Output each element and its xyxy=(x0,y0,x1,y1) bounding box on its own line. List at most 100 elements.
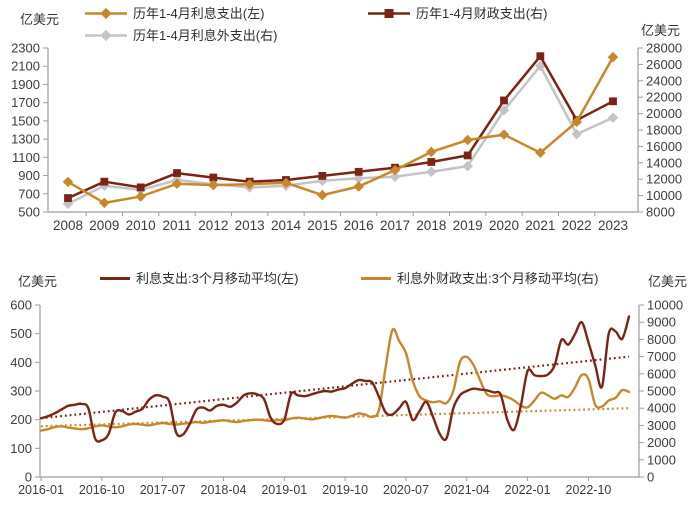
diamond-marker-icon xyxy=(571,128,582,140)
legend-item-ex-interest-3mma: 利息外财政支出:3个月移动平均(右) xyxy=(360,271,599,286)
bottom-right-axis-unit: 亿美元 xyxy=(648,274,688,289)
bottom-left-axis-unit: 亿美元 xyxy=(18,274,58,289)
svg-text:1900: 1900 xyxy=(11,77,40,92)
svg-text:2018: 2018 xyxy=(416,218,446,233)
svg-text:7000: 7000 xyxy=(647,349,676,364)
svg-text:2020: 2020 xyxy=(489,218,519,233)
diamond-marker-icon xyxy=(607,112,619,123)
svg-text:26000: 26000 xyxy=(646,57,682,72)
legend-item-interest-expense: 历年1-4月利息支出(左) xyxy=(84,6,264,21)
diamond-marker-icon xyxy=(135,191,146,202)
square-marker-icon xyxy=(463,151,472,160)
svg-text:2009: 2009 xyxy=(89,218,119,233)
svg-text:2014: 2014 xyxy=(271,218,302,233)
diamond-marker-icon xyxy=(462,134,473,146)
svg-text:1000: 1000 xyxy=(647,452,676,467)
line-diamond-marker-icon xyxy=(85,7,127,20)
svg-text:900: 900 xyxy=(18,168,40,183)
svg-text:400: 400 xyxy=(10,355,32,370)
svg-text:2015: 2015 xyxy=(307,218,337,233)
svg-text:2016-01: 2016-01 xyxy=(18,483,64,497)
svg-text:100: 100 xyxy=(10,441,32,456)
svg-text:2017: 2017 xyxy=(380,218,410,233)
legend-item-fiscal-expense: 历年1-4月财政支出(右) xyxy=(367,6,547,21)
legend-item-interest-3mma: 利息支出:3个月移动平均(左) xyxy=(99,271,299,286)
svg-text:2020-07: 2020-07 xyxy=(383,483,429,497)
line-diamond-marker-icon xyxy=(85,29,127,42)
svg-text:0: 0 xyxy=(25,470,32,485)
square-marker-icon xyxy=(318,172,327,180)
series-line xyxy=(39,315,631,443)
diamond-marker-icon xyxy=(62,176,74,188)
diamond-marker-icon xyxy=(498,105,510,116)
square-marker-icon xyxy=(100,177,109,186)
svg-text:24000: 24000 xyxy=(646,73,682,88)
diamond-marker-icon xyxy=(571,116,582,128)
diamond-marker-icon xyxy=(244,178,255,190)
svg-text:12000: 12000 xyxy=(646,172,682,187)
top-left-axis-unit: 亿美元 xyxy=(20,12,60,27)
svg-text:10000: 10000 xyxy=(647,298,683,313)
series-line xyxy=(67,56,615,205)
svg-text:1300: 1300 xyxy=(11,132,40,147)
svg-text:2022: 2022 xyxy=(562,218,592,233)
svg-text:2011: 2011 xyxy=(162,218,191,233)
square-marker-icon xyxy=(136,183,145,192)
svg-text:300: 300 xyxy=(10,384,32,399)
square-marker-icon xyxy=(536,52,545,61)
line-marker-icon xyxy=(100,277,130,280)
bottom-chart: 0100200300400500600010002000300040005000… xyxy=(10,298,683,498)
square-marker-icon xyxy=(173,169,181,177)
svg-text:700: 700 xyxy=(18,186,40,201)
svg-text:14000: 14000 xyxy=(646,155,682,170)
square-marker-icon xyxy=(427,158,436,166)
diamond-marker-icon xyxy=(426,146,437,158)
legend-item-ex-interest-expense: 历年1-4月利息外支出(右) xyxy=(84,28,277,43)
series-line xyxy=(67,64,614,205)
svg-text:2300: 2300 xyxy=(11,41,40,56)
svg-text:1700: 1700 xyxy=(11,95,40,110)
svg-text:8000: 8000 xyxy=(646,205,675,220)
line-marker-icon xyxy=(361,277,391,280)
diamond-marker-icon xyxy=(317,189,328,201)
svg-text:2022-10: 2022-10 xyxy=(566,483,612,497)
legend-label: 历年1-4月利息外支出(右) xyxy=(133,28,278,43)
svg-text:0: 0 xyxy=(647,470,654,485)
square-marker-icon xyxy=(64,194,72,202)
svg-text:22000: 22000 xyxy=(646,90,682,105)
svg-text:2022-01: 2022-01 xyxy=(505,483,551,497)
svg-text:3000: 3000 xyxy=(647,418,676,433)
svg-text:2016: 2016 xyxy=(344,218,374,233)
diamond-marker-icon xyxy=(389,164,401,176)
svg-text:600: 600 xyxy=(10,298,32,313)
square-marker-icon xyxy=(209,173,218,182)
legend-label: 历年1-4月利息支出(左) xyxy=(133,6,265,21)
svg-text:2012: 2012 xyxy=(198,218,228,233)
legend-label: 利息支出:3个月移动平均(左) xyxy=(136,271,299,286)
svg-text:18000: 18000 xyxy=(646,123,682,138)
diamond-marker-icon xyxy=(498,129,510,140)
diamond-marker-icon xyxy=(353,181,364,192)
svg-text:10000: 10000 xyxy=(646,188,682,203)
svg-text:2010: 2010 xyxy=(126,218,156,233)
square-marker-icon xyxy=(609,97,617,106)
svg-text:500: 500 xyxy=(18,205,40,220)
trend-line xyxy=(40,355,630,420)
svg-text:2017-07: 2017-07 xyxy=(140,483,186,497)
diamond-marker-icon xyxy=(426,166,437,178)
svg-text:8000: 8000 xyxy=(647,332,676,347)
diamond-marker-icon xyxy=(462,160,473,172)
svg-text:2021-04: 2021-04 xyxy=(444,483,490,497)
svg-text:500: 500 xyxy=(10,326,32,341)
svg-text:2019-01: 2019-01 xyxy=(261,483,307,497)
axis-frame xyxy=(39,305,640,478)
svg-text:2016-10: 2016-10 xyxy=(79,483,125,497)
series-line xyxy=(39,327,631,432)
square-marker-icon xyxy=(354,167,363,176)
svg-text:2023: 2023 xyxy=(598,218,628,233)
svg-text:6000: 6000 xyxy=(647,366,676,381)
svg-text:2000: 2000 xyxy=(647,435,676,450)
diamond-marker-icon xyxy=(99,197,110,209)
svg-text:5000: 5000 xyxy=(647,384,676,399)
